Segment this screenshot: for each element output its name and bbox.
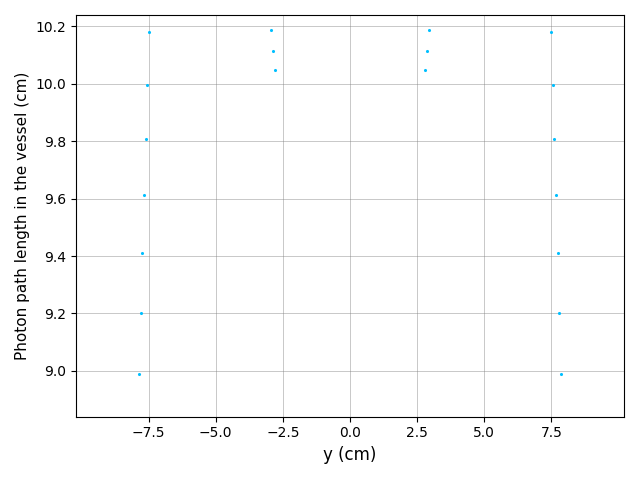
Point [134,370,144,378]
Point [550,136,560,143]
Point [144,28,154,35]
Point [137,250,148,257]
Point [141,136,151,143]
Point [139,192,149,199]
Point [268,47,278,55]
Y-axis label: Photon path length in the vessel (cm): Photon path length in the vessel (cm) [15,72,30,360]
Point [554,309,564,317]
Point [142,81,153,89]
Point [270,66,280,74]
Point [135,309,146,317]
Point [558,433,568,441]
Point [551,192,561,199]
Point [556,370,566,378]
Point [426,5,436,12]
Point [422,47,433,55]
X-axis label: y (cm): y (cm) [323,446,377,464]
Point [553,250,563,257]
Point [266,26,276,34]
Point [546,28,556,35]
Point [132,433,142,441]
Point [548,81,558,89]
Point [264,5,274,12]
Point [424,26,435,34]
Point [420,66,431,74]
